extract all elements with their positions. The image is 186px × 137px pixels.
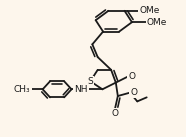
Text: NH: NH [74,85,88,94]
Text: O: O [129,72,136,81]
Text: O: O [112,109,119,119]
Text: CH₃: CH₃ [14,85,31,94]
Text: OMe: OMe [139,6,160,15]
Text: S: S [87,77,93,86]
Text: O: O [131,88,138,97]
Text: OMe: OMe [147,18,167,27]
